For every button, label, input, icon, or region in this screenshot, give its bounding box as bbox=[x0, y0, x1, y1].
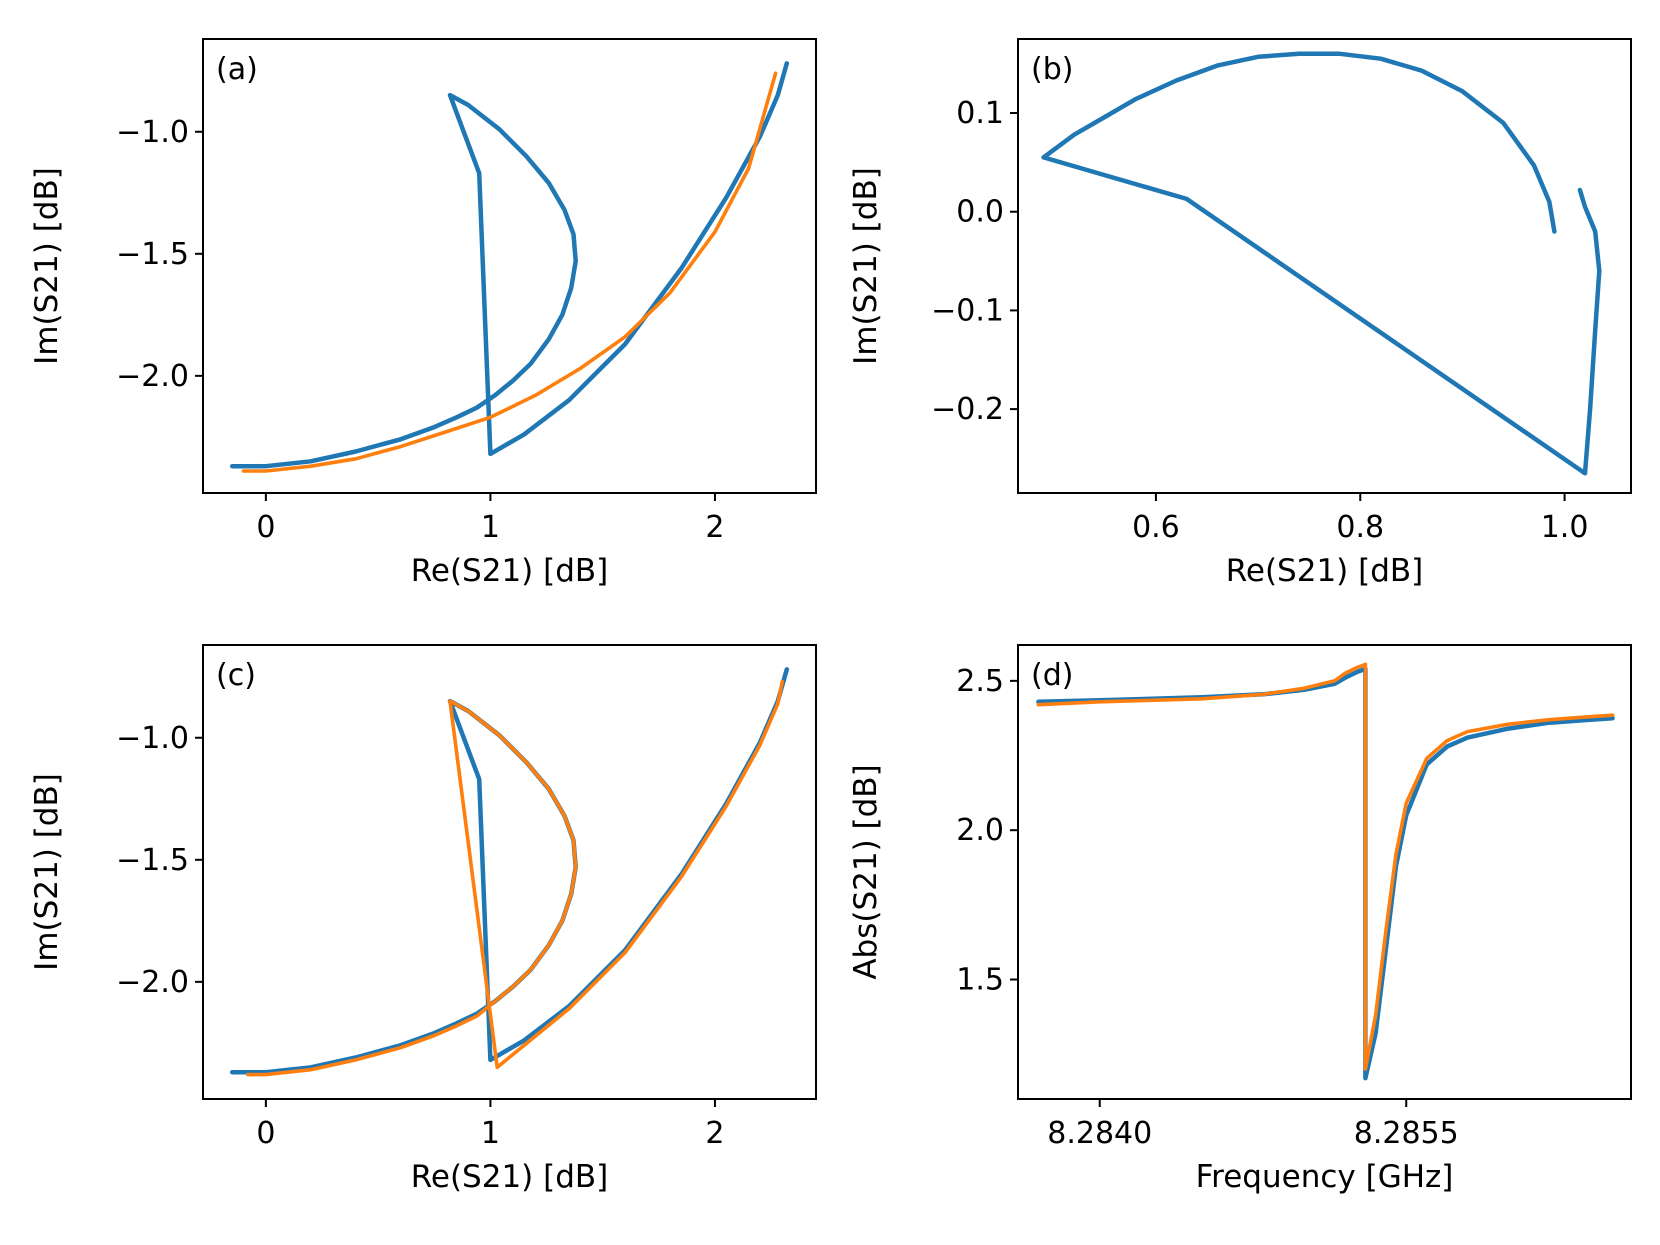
x-axis-label: Frequency [GHz] bbox=[1196, 1159, 1454, 1195]
axes-frame bbox=[1017, 38, 1632, 494]
x-tick-label: 0.6 bbox=[1132, 510, 1180, 545]
x-tick-label: 0 bbox=[256, 510, 275, 545]
y-tick-label: 2.5 bbox=[956, 664, 1004, 699]
y-tick-label: 1.5 bbox=[956, 963, 1004, 998]
panel-d: 8.2840 8.2855 2.5 2.0 1.5 Frequency [GHz] Abs(… bbox=[848, 644, 1632, 1195]
x-tick-label: 1.0 bbox=[1541, 510, 1589, 545]
panel-b: 0.6 0.8 1.0 0.1 0.0 −0.1 −0.2 Re(S21) [dB] Im(S2… bbox=[848, 38, 1632, 589]
x-tick-label: 8.2855 bbox=[1354, 1116, 1459, 1151]
series-line-fit bbox=[1036, 662, 1615, 1071]
x-axis-label: Re(S21) [dB] bbox=[411, 1159, 609, 1195]
y-tick-label: 0.0 bbox=[956, 195, 1004, 230]
axes-frame bbox=[1017, 644, 1632, 1100]
x-tick-label: 1 bbox=[481, 1116, 500, 1151]
panel-label: (d) bbox=[1031, 658, 1073, 693]
y-tick-label: −1.0 bbox=[116, 721, 189, 756]
series-line-fit bbox=[241, 71, 778, 473]
y-tick-label: −2.0 bbox=[116, 965, 189, 1000]
y-tick-label: 0.1 bbox=[956, 96, 1004, 131]
axes-frame bbox=[202, 38, 817, 494]
axes-frame bbox=[202, 644, 817, 1100]
series-line-measured bbox=[229, 667, 790, 1075]
y-tick-label: 2.0 bbox=[956, 813, 1004, 848]
x-tick-label: 2 bbox=[705, 1116, 724, 1151]
series-line-measured bbox=[1036, 666, 1615, 1081]
y-axis-label: Im(S21) [dB] bbox=[848, 167, 884, 365]
y-tick-label: −1.5 bbox=[116, 237, 189, 272]
panel-label: (a) bbox=[216, 52, 258, 87]
x-tick-label: 0.8 bbox=[1336, 510, 1384, 545]
x-tick-label: 1 bbox=[481, 510, 500, 545]
series-line-measured bbox=[229, 61, 790, 469]
panel-c: 0 1 2 −1.0 −1.5 −2.0 Re(S21) [dB] Im(S21) [dB] (… bbox=[29, 644, 817, 1195]
y-tick-label: −0.2 bbox=[931, 392, 1004, 427]
series-line-measured bbox=[1041, 51, 1602, 476]
x-axis-label: Re(S21) [dB] bbox=[411, 553, 609, 589]
panel-label: (b) bbox=[1031, 52, 1073, 87]
series-line-fit bbox=[246, 679, 785, 1077]
y-axis-label: Im(S21) [dB] bbox=[29, 167, 65, 365]
x-tick-label: 8.2840 bbox=[1047, 1116, 1152, 1151]
panel-label: (c) bbox=[216, 658, 256, 693]
y-tick-label: −1.5 bbox=[116, 843, 189, 878]
y-axis-label: Abs(S21) [dB] bbox=[848, 764, 884, 979]
x-axis-label: Re(S21) [dB] bbox=[1226, 553, 1424, 589]
panel-a: 0 1 2 −1.0 −1.5 −2.0 Re(S21) [dB] Im(S21) [dB] (… bbox=[29, 38, 817, 589]
x-tick-label: 0 bbox=[256, 1116, 275, 1151]
x-tick-label: 2 bbox=[705, 510, 724, 545]
y-tick-label: −0.1 bbox=[931, 293, 1004, 328]
y-axis-label: Im(S21) [dB] bbox=[29, 773, 65, 971]
y-tick-label: −2.0 bbox=[116, 359, 189, 394]
y-tick-label: −1.0 bbox=[116, 115, 189, 150]
